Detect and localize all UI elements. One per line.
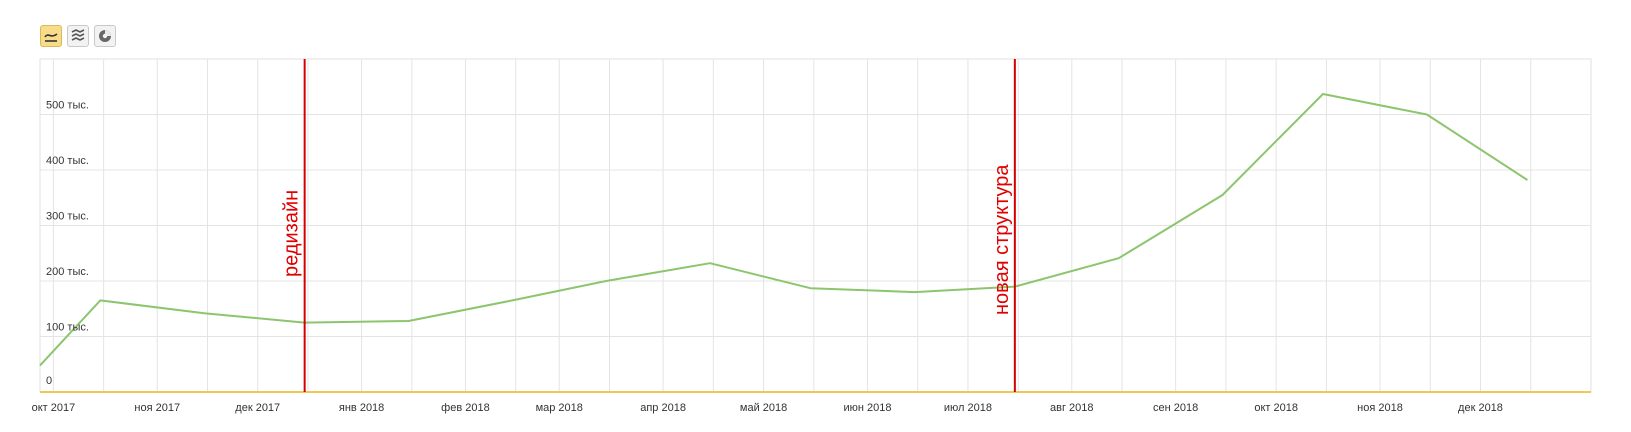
x-tick-label: май 2018: [740, 402, 787, 414]
event-label: редизайн: [281, 190, 303, 277]
area-chart-icon: [71, 29, 85, 41]
chart-type-toolbar: [40, 25, 116, 47]
x-tick-label: окт 2018: [1254, 402, 1298, 414]
pie-chart-icon: [99, 30, 111, 42]
x-tick-label: янв 2018: [339, 402, 384, 414]
event-label: новая структура: [991, 164, 1013, 315]
x-axis-labels: окт 2017 ноя 2017 дек 2017 янв 2018 фев 2018…: [32, 402, 1503, 414]
x-tick-label: дек 2017: [235, 402, 280, 414]
area-chart-button[interactable]: [67, 25, 89, 47]
x-tick-label: ноя 2017: [134, 402, 180, 414]
x-tick-label: апр 2018: [640, 402, 686, 414]
y-tick-label: 400 тыс.: [46, 155, 89, 167]
x-tick-label: дек 2018: [1458, 402, 1503, 414]
y-tick-label: 100 тыс.: [46, 322, 89, 334]
x-tick-label: июл 2018: [944, 402, 992, 414]
x-tick-label: фев 2018: [441, 402, 490, 414]
x-tick-label: ноя 2018: [1357, 402, 1403, 414]
series-layer: [39, 93, 1528, 367]
event-markers: редизайн новая структура: [281, 59, 1016, 392]
x-tick-label: авг 2018: [1050, 402, 1094, 414]
y-tick-label: 200 тыс.: [46, 266, 89, 278]
y-tick-label: 0: [46, 375, 52, 387]
y-tick-label: 300 тыс.: [46, 211, 89, 223]
y-axis-labels: 0 100 тыс. 200 тыс. 300 тыс. 400 тыс. 500 тыс…: [46, 100, 89, 388]
x-tick-label: мар 2018: [536, 402, 583, 414]
line-chart-button[interactable]: [40, 25, 62, 47]
line-chart-icon: [44, 33, 58, 42]
horizontal-gridlines: [40, 114, 1591, 337]
pie-chart-button[interactable]: [94, 25, 116, 47]
x-tick-label: июн 2018: [843, 402, 891, 414]
series-line: [39, 93, 1528, 367]
y-tick-label: 500 тыс.: [46, 100, 89, 112]
x-tick-label: окт 2017: [32, 402, 76, 414]
x-tick-label: сен 2018: [1153, 402, 1198, 414]
